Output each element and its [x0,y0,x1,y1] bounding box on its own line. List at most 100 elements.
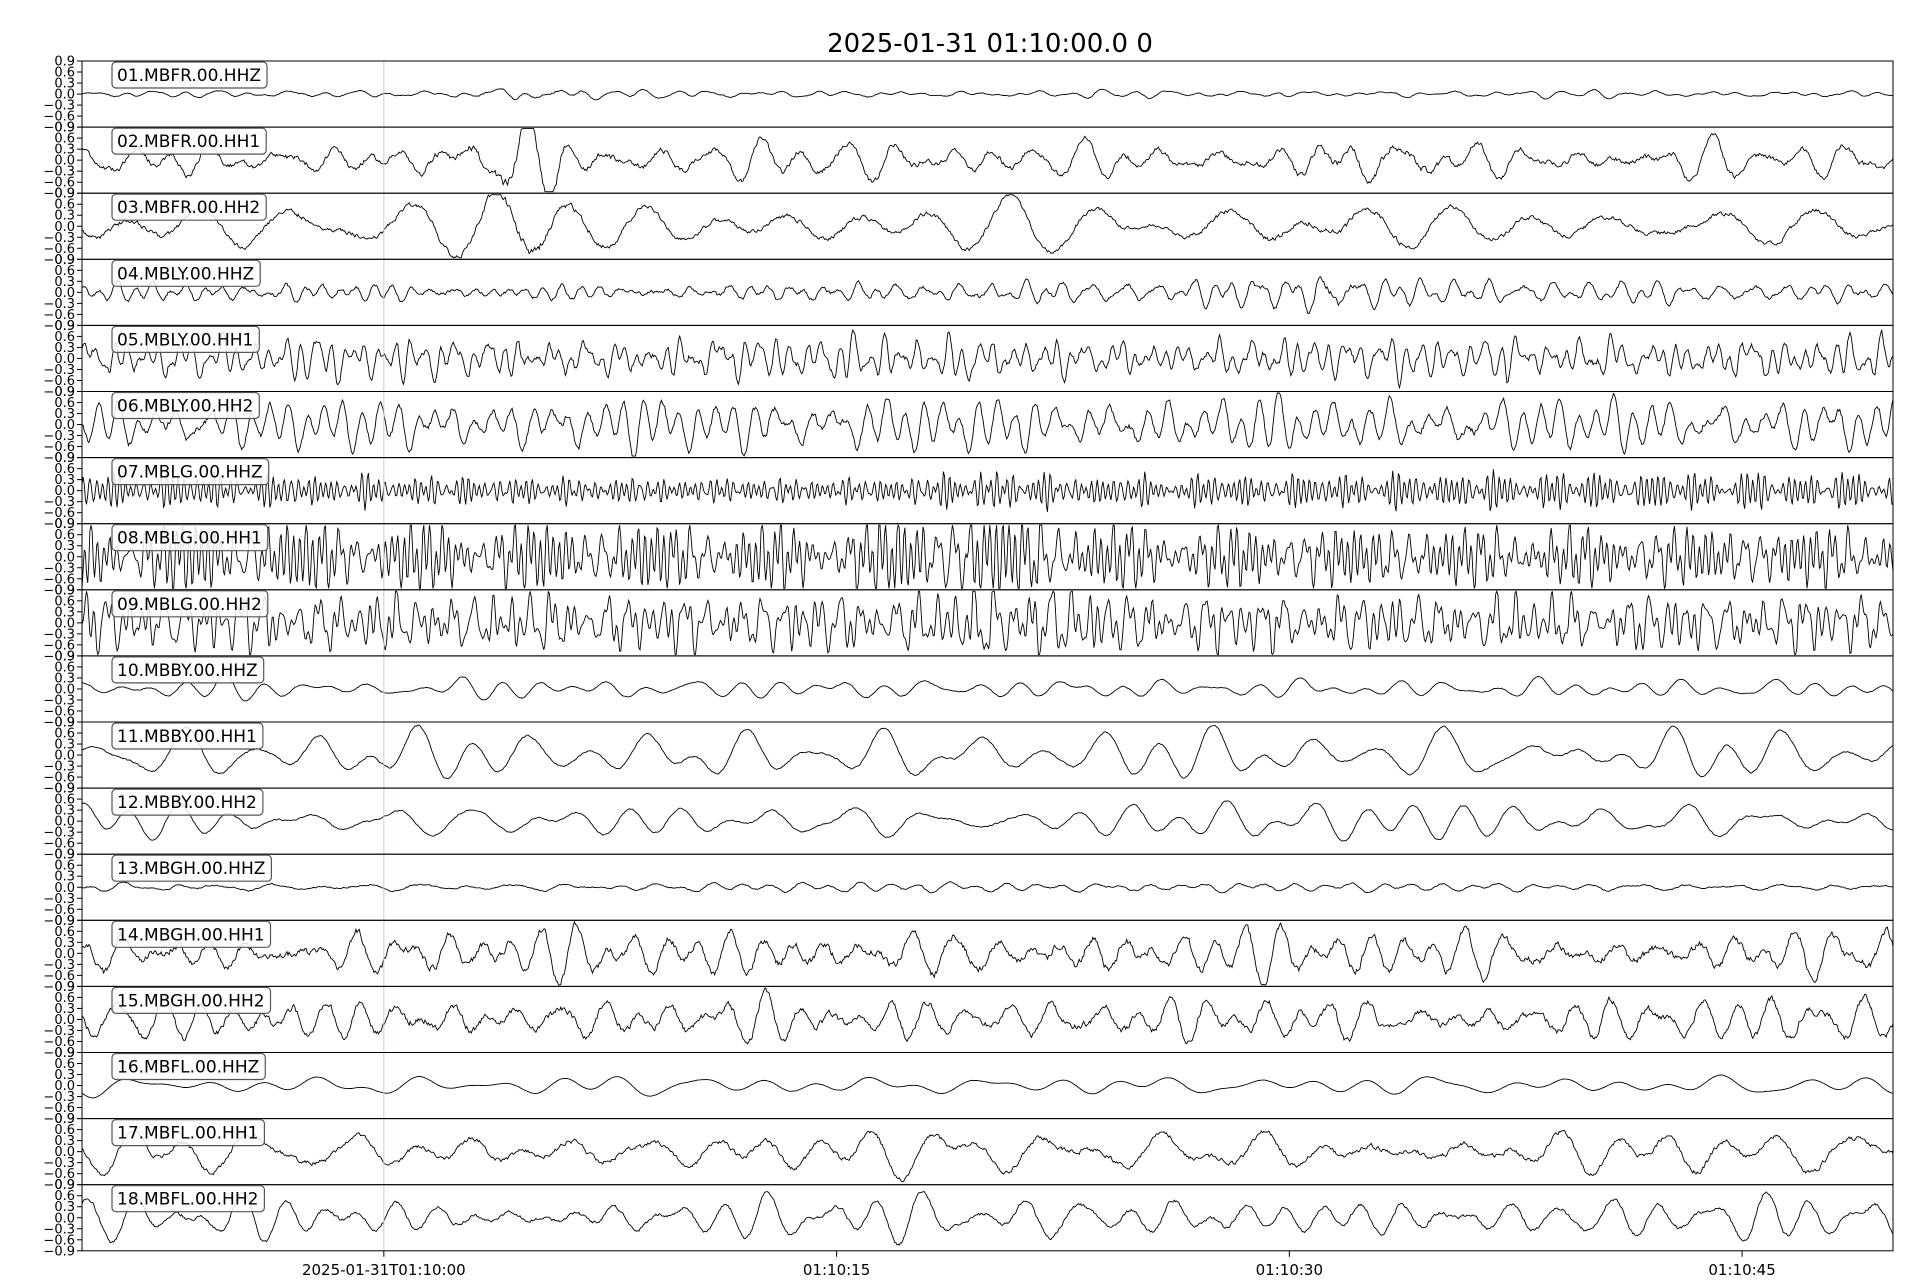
trace-label-box [111,920,272,948]
y-tick-label: 0.3 [54,341,75,356]
trace-label-text: 08.MBLG.00.HH1 [117,529,262,549]
y-tick-label: 0.3 [54,143,75,158]
y-tick-label: −0.6 [43,440,75,455]
y-tick-label: 0.3 [54,275,75,290]
y-tick-label: −0.3 [43,231,75,246]
y-tick-label: −0.3 [43,826,75,841]
trace-label-box [111,656,265,684]
trace-panel: 0.90.60.30.0−0.3−0.6−0.913.MBGH.00.HHZ [43,848,1894,929]
y-tick-label: 0.9 [54,848,75,863]
trace-waveform [81,1190,1894,1246]
panel-frame [81,721,1894,789]
y-tick-label: −0.9 [43,1112,75,1127]
panel-frame [81,391,1894,459]
panel-frame [81,919,1894,987]
y-tick-label: −0.6 [43,572,75,587]
trace-label: 04.MBLY.00.HHZ [111,259,261,287]
y-tick-label: −0.6 [43,1101,75,1116]
y-tick-label: 0.3 [54,671,75,686]
y-tick-label: 0.6 [54,528,75,543]
y-tick-label: 0.9 [54,583,75,598]
y-tick-label: 0.9 [54,55,75,70]
trace-label-box [111,325,260,353]
trace-label-box [111,1052,266,1081]
trace-waveform [81,276,1894,315]
y-tick-label: 0.9 [54,782,75,797]
trace-label-text: 12.MBBY.00.HH2 [117,793,257,813]
y-tick-label: −0.9 [43,1178,75,1193]
y-tick-label: 0.6 [54,132,75,147]
y-tick-label: 0.6 [54,1189,75,1204]
y-tick-label: −0.9 [43,848,75,863]
y-tick-label: 0.6 [54,462,75,477]
y-tick-label: 0.6 [54,859,75,874]
panel-frame [81,126,1894,194]
trace-label-box [111,1185,265,1213]
y-tick-label: 0.3 [54,605,75,620]
y-tick-label: −0.3 [43,1024,75,1039]
trace-panel: 0.90.60.30.0−0.3−0.6−0.911.MBBY.00.HH1 [43,716,1894,797]
y-tick-label: 0.0 [54,1211,75,1226]
trace-label-box [111,61,268,89]
y-tick-label: 0.3 [54,804,75,819]
trace-label-text: 01.MBFR.00.HHZ [117,66,261,86]
panel-frame [81,985,1894,1054]
y-tick-label: −0.9 [43,451,75,466]
x-tick-label: 01:10:15 [803,1261,870,1279]
trace-label-box [111,854,272,882]
trace-panel: 0.90.60.30.0−0.3−0.6−0.908.MBLG.00.HH1 [43,517,1894,598]
y-tick-label: 0.6 [54,198,75,213]
trace-label-text: 04.MBLY.00.HHZ [117,264,254,284]
trace-label-text: 16.MBFL.00.HHZ [117,1058,259,1078]
y-tick-label: 0.6 [54,1123,75,1138]
x-tick-label: 2025-01-31T01:10:00 [302,1261,466,1279]
y-tick-label: 0.9 [54,385,75,400]
y-tick-label: 0.6 [54,925,75,940]
trace-label-box [111,127,267,155]
panel-frame [81,192,1894,260]
trace-label: 15.MBGH.00.HH2 [111,986,272,1015]
y-tick-label: 0.0 [54,352,75,367]
trace-waveform [81,469,1894,512]
trace-panel: 0.90.60.30.0−0.3−0.6−0.917.MBFL.00.HH1 [43,1112,1894,1193]
y-tick-label: −0.6 [43,176,75,191]
trace-label-text: 02.MBFR.00.HH1 [117,132,260,152]
trace-waveform [81,881,1894,894]
trace-label-box [111,391,260,420]
y-tick-label: −0.6 [43,903,75,918]
trace-label-text: 11.MBBY.00.HH1 [117,727,257,747]
y-tick-label: −0.3 [43,1156,75,1171]
trace-label: 10.MBBY.00.HHZ [111,656,265,684]
y-tick-label: 0.9 [54,649,75,664]
y-tick-label: −0.3 [43,363,75,378]
trace-label-text: 07.MBLG.00.HHZ [117,463,263,483]
y-tick-label: −0.3 [43,429,75,444]
panel-frame [81,258,1894,326]
trace-label-text: 10.MBBY.00.HHZ [117,661,258,681]
y-tick-label: 0.9 [54,1112,75,1127]
y-tick-label: 0.3 [54,936,75,951]
y-tick-label: 0.0 [54,881,75,896]
y-tick-label: 0.0 [54,1079,75,1094]
x-axis: 2025-01-31T01:10:00 01:10:15 01:10:30 01:10… [302,1250,1776,1279]
y-tick-label: 0.3 [54,407,75,422]
trace-panel: 0.90.60.30.0−0.3−0.6−0.910.MBBY.00.HHZ [43,649,1894,731]
y-tick-label: 0.6 [54,396,75,411]
trace-waveform [81,1074,1894,1099]
y-tick-label: 0.6 [54,991,75,1006]
y-tick-label: −0.9 [43,649,75,664]
trace-waveform [81,589,1894,656]
y-tick-label: 0.3 [54,870,75,885]
trace-label: 16.MBFL.00.HHZ [111,1052,266,1081]
trace-panel: 0.90.60.30.0−0.3−0.6−0.914.MBGH.00.HH1 [43,914,1894,995]
trace-label-text: 15.MBGH.00.HH2 [117,991,265,1011]
y-tick-label: 0.0 [54,154,75,169]
trace-label: 12.MBBY.00.HH2 [111,788,264,816]
trace-label-text: 14.MBGH.00.HH1 [117,925,265,945]
panel-frame [81,324,1894,392]
y-tick-label: −0.9 [43,517,75,532]
trace-label: 08.MBLG.00.HH1 [111,524,269,552]
y-tick-label: 0.0 [54,286,75,301]
trace-label-box [111,722,264,750]
trace-panel: 0.90.60.30.0−0.3−0.6−0.918.MBFL.00.HH2 [43,1178,1894,1259]
